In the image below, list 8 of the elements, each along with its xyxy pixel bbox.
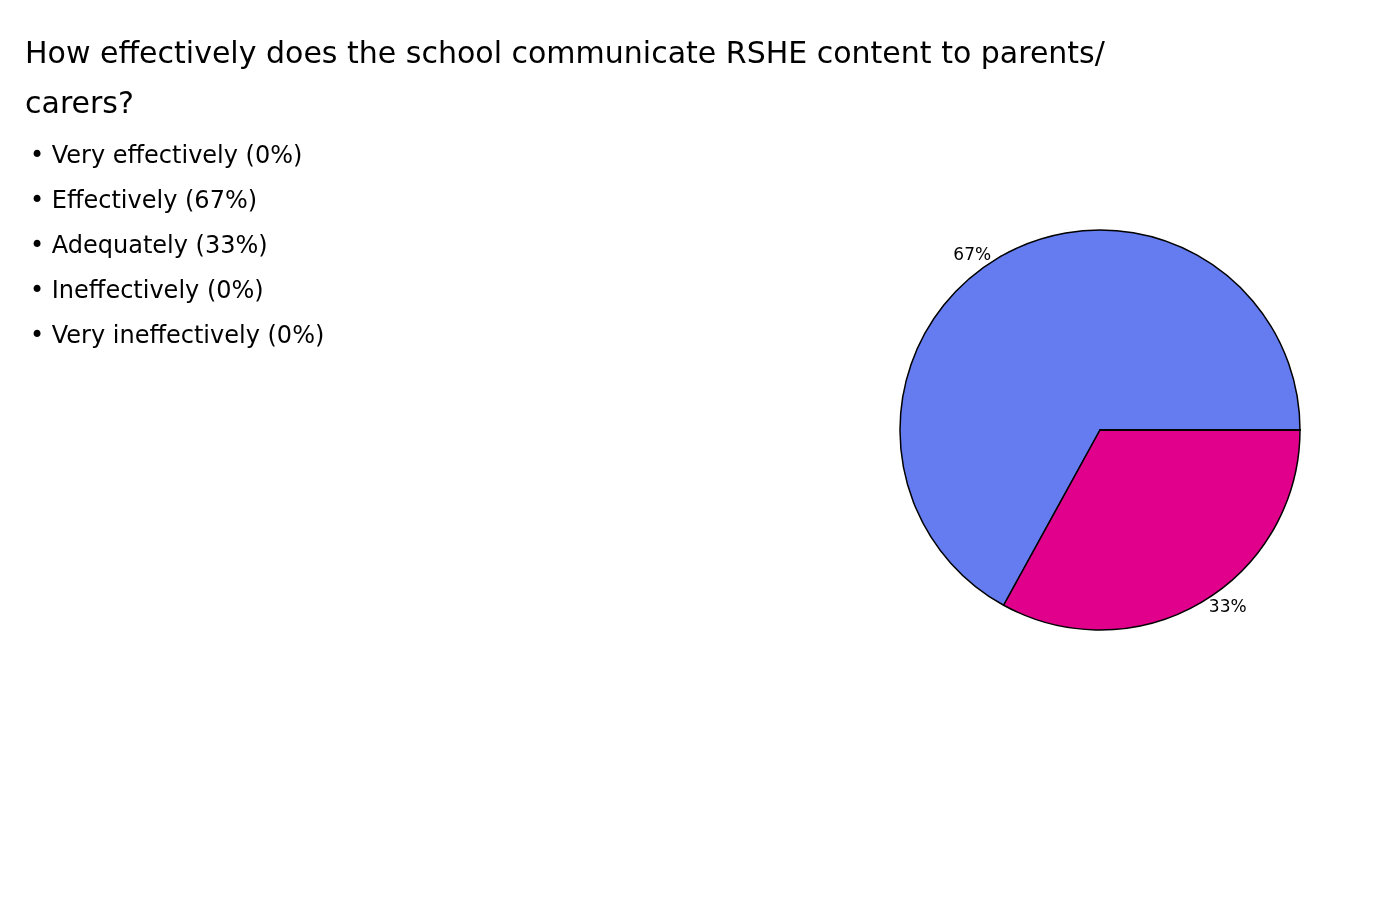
text: • Ineffectively (0%) (30, 276, 264, 304)
data-label: 33% (1208, 595, 1247, 616)
text: How effectively does the school communicate RSHE content to parents/carers? (25, 34, 1106, 120)
data-label: 67% (953, 244, 992, 265)
text: • Very effectively (0%) (30, 141, 303, 169)
text: • Effectively (67%) (30, 186, 258, 214)
text: • Adequately (33%) (30, 231, 268, 259)
text: • Very ineffectively (0%) (30, 321, 325, 349)
